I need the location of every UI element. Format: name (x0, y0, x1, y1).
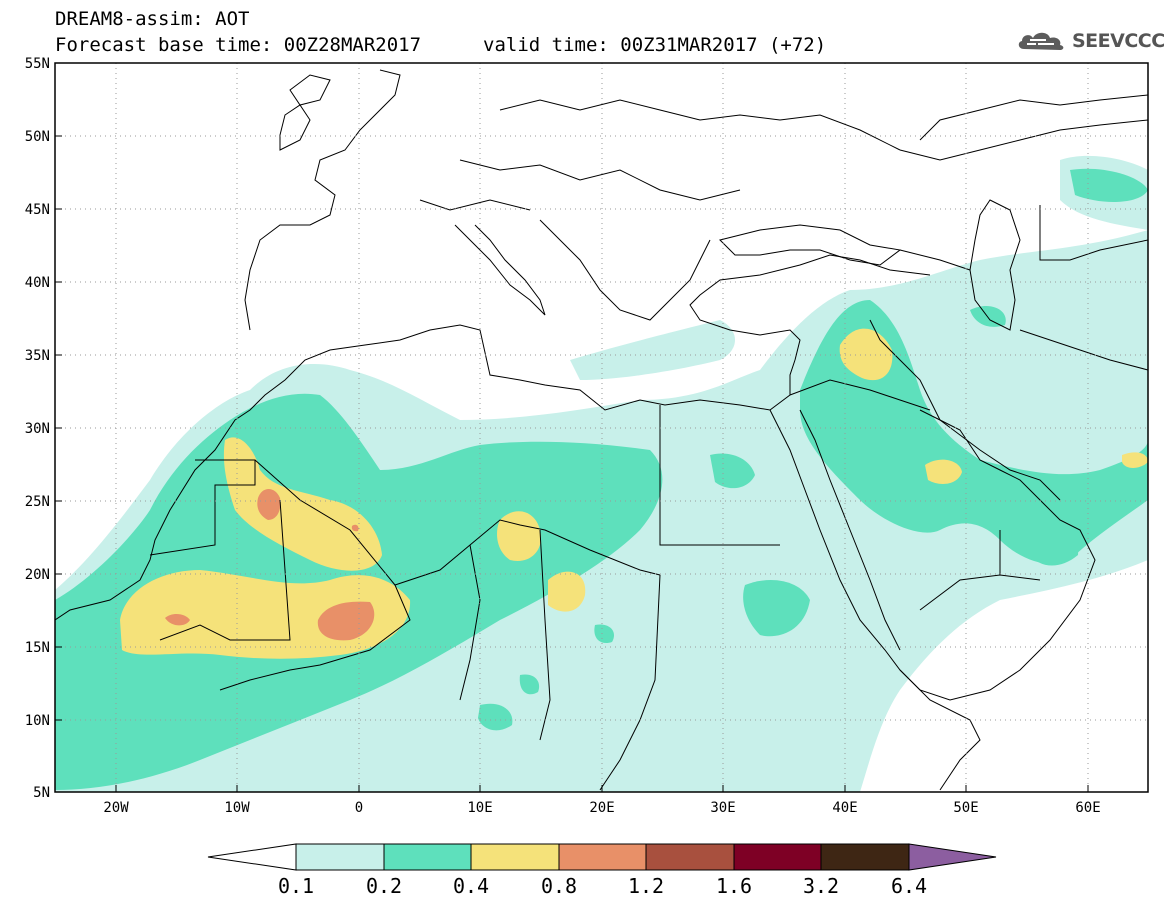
lat-label: 50N (25, 129, 50, 145)
lon-label: 0 (355, 800, 363, 816)
colorbar-under-arrow (207, 843, 297, 871)
lon-label: 40E (832, 800, 857, 816)
lat-label: 55N (25, 56, 50, 72)
lat-label: 25N (25, 494, 50, 510)
colorbar-label: 0.2 (366, 874, 402, 898)
lat-label: 10N (25, 713, 50, 729)
lon-label: 10W (224, 800, 250, 816)
lat-label: 40N (25, 275, 50, 291)
lon-label: 50E (953, 800, 978, 816)
map-title: DREAM8-assim: AOT (55, 8, 250, 30)
lon-label: 10E (467, 800, 492, 816)
colorbar-label: 1.2 (628, 874, 664, 898)
lon-label: 20W (103, 800, 129, 816)
valid-time: valid time: 00Z31MAR2017 (+72) (483, 34, 827, 56)
colorbar-segment (383, 843, 472, 871)
seevccc-logo: SEEVCCC (1016, 28, 1165, 54)
lat-label: 15N (25, 640, 50, 656)
graticule (55, 63, 1148, 792)
colorbar-segment (820, 843, 910, 871)
aot-shaded-field (55, 63, 1148, 792)
lat-label: 45N (25, 202, 50, 218)
lon-label: 20E (589, 800, 614, 816)
lat-label: 35N (25, 348, 50, 364)
logo-text: SEEVCCC (1072, 30, 1165, 52)
forecast-base-time: Forecast base time: 00Z28MAR2017 (55, 34, 422, 56)
colorbar-segment (733, 843, 822, 871)
latitude-labels: 55N 50N 45N 40N 35N 30N 25N 20N 15N 10N … (25, 56, 50, 801)
colorbar-label: 0.8 (541, 874, 577, 898)
colorbar-segment (470, 843, 560, 871)
coastlines-and-borders (55, 69, 1148, 791)
lat-label: 5N (33, 785, 50, 801)
colorbar-segment (645, 843, 735, 871)
longitude-labels: 20W 10W 0 10E 20E 30E 40E 50E 60E (103, 800, 1100, 816)
colorbar-label: 0.1 (278, 874, 314, 898)
cloud-icon (1018, 32, 1064, 50)
axis-ticks (55, 62, 1089, 792)
colorbar-label: 6.4 (891, 874, 927, 898)
colorbar-label: 3.2 (803, 874, 839, 898)
colorbar-label: 1.6 (716, 874, 752, 898)
lat-label: 20N (25, 567, 50, 583)
lat-label: 30N (25, 421, 50, 437)
colorbar-label: 0.4 (453, 874, 489, 898)
colorbar: 0.1 0.2 0.4 0.8 1.2 1.6 3.2 6.4 (207, 843, 997, 898)
colorbar-segment (295, 843, 385, 871)
colorbar-over-arrow (908, 843, 997, 871)
aot-level-0.8 (165, 489, 375, 641)
lon-label: 30E (710, 800, 735, 816)
colorbar-segment (558, 843, 647, 871)
lon-label: 60E (1075, 800, 1100, 816)
